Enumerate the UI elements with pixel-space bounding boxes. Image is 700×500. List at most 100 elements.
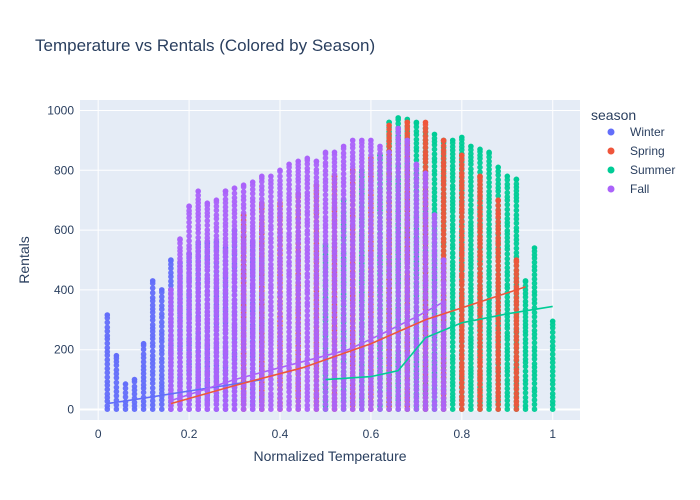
data-point-fall [186,233,192,239]
data-point-fall [304,165,311,172]
data-point-summer [449,213,456,220]
data-point-spring [459,286,465,293]
data-point-fall [268,294,274,300]
data-points [104,115,556,413]
legend-label-fall[interactable]: Fall [630,182,649,196]
data-point-fall [222,188,229,194]
data-point-fall [359,176,365,183]
data-point-fall [259,341,265,347]
data-point-spring [440,210,447,217]
data-point-winter [149,322,156,328]
data-point-fall [404,393,411,399]
data-point-fall [195,290,201,296]
data-point-fall [277,315,283,322]
data-point-spring [495,316,502,322]
data-point-fall [277,382,283,388]
data-point-summer [531,296,538,303]
data-point-spring [459,214,465,220]
data-point-fall [231,351,238,358]
data-point-fall [295,349,302,356]
data-point-summer [486,233,492,240]
data-point-fall [413,184,420,190]
data-point-fall [322,172,329,178]
data-point-fall [413,209,420,215]
data-point-summer [413,128,420,135]
data-point-fall [195,341,201,347]
data-point-fall [413,197,420,203]
data-point-fall [322,209,329,216]
data-point-fall [368,220,374,227]
legend-label-winter[interactable]: Winter [630,125,665,139]
data-point-fall [395,142,402,148]
data-point-winter [149,348,156,355]
data-point-fall [431,324,438,331]
data-point-fall [240,254,247,261]
data-point-fall [422,366,429,372]
data-point-fall [422,249,429,255]
data-point-fall [440,286,447,293]
data-point-fall [340,314,347,321]
data-point-fall [331,167,338,174]
data-point-winter [168,278,174,285]
data-point-fall [286,249,292,256]
data-point-fall [204,406,211,413]
data-point-fall [413,361,420,368]
data-point-fall [268,235,274,242]
data-point-spring [513,390,520,397]
data-point-fall [186,219,192,226]
data-point-winter [113,393,120,399]
data-point-spring [459,170,465,177]
data-point-fall [213,295,220,302]
data-point-summer [449,315,456,322]
data-point-summer [468,178,474,185]
x-tick-label: 0 [95,427,102,441]
data-point-fall [277,173,283,180]
data-point-fall [404,313,411,320]
data-point-fall [386,258,392,265]
legend-label-spring[interactable]: Spring [630,144,665,158]
data-point-fall [168,327,174,334]
data-point-fall [286,393,292,400]
data-point-summer [531,376,538,382]
data-point-summer [449,368,456,375]
data-point-fall [386,219,392,226]
data-point-fall [331,192,338,199]
data-point-winter [131,399,138,406]
data-point-fall [177,293,183,299]
data-point-spring [459,375,465,381]
data-point-summer [504,381,511,387]
data-point-fall [259,204,265,210]
data-point-fall [377,307,383,314]
data-point-fall [359,307,365,314]
data-point-fall [268,203,274,209]
data-point-fall [359,320,365,326]
data-point-summer [486,179,492,186]
data-point-summer [486,183,492,190]
data-point-fall [231,364,238,371]
data-point-fall [222,354,229,361]
data-point-fall [259,286,265,292]
data-point-fall [222,389,229,395]
data-point-summer [449,170,456,177]
data-point-fall [368,368,374,375]
y-tick-label: 600 [54,223,74,237]
data-point-fall [377,293,383,300]
data-point-fall [177,345,183,352]
data-point-fall [240,268,247,275]
data-point-summer [513,225,520,231]
data-point-summer [468,281,474,288]
data-point-fall [322,379,329,386]
data-point-fall [422,314,429,320]
data-point-fall [377,155,383,161]
legend-label-summer[interactable]: Summer [630,163,675,177]
data-point-fall [349,246,356,252]
data-point-fall [313,341,320,348]
data-point-fall [259,399,265,405]
data-point-fall [277,387,283,393]
data-point-spring [459,364,465,370]
data-point-fall [359,254,365,261]
data-point-fall [395,282,402,288]
data-point-fall [268,253,274,259]
